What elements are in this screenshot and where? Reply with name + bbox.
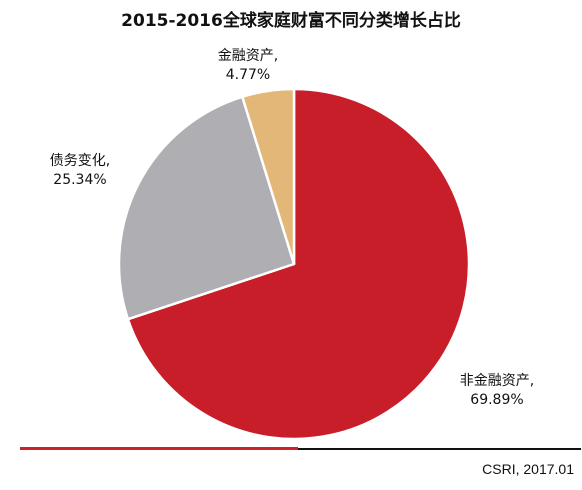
pie-slice-debt-change [117, 95, 296, 321]
slice-value-financial-assets: 4.77% [226, 67, 270, 83]
source-note: CSRI, 2017.01 [482, 461, 574, 477]
chart-title: 2015-2016全球家庭财富不同分类增长占比 [121, 11, 461, 31]
slice-label-debt-change: 债务变化, [50, 153, 110, 169]
slice-label-non-financial-assets: 非金融资产, [460, 373, 534, 389]
pie-slice-non-financial-assets [126, 87, 471, 441]
pie-slices [117, 87, 471, 441]
slice-label-financial-assets: 金融资产, [218, 48, 278, 64]
slice-value-debt-change: 25.34% [53, 172, 106, 188]
pie-slice-financial-assets [241, 87, 296, 266]
slice-value-non-financial-assets: 69.89% [470, 392, 523, 408]
pie-labels: 非金融资产, 69.89% 债务变化, 25.34% 金融资产, 4.77% [50, 48, 534, 408]
footer-rule-black [298, 448, 581, 450]
footer-rule-red [20, 447, 298, 450]
